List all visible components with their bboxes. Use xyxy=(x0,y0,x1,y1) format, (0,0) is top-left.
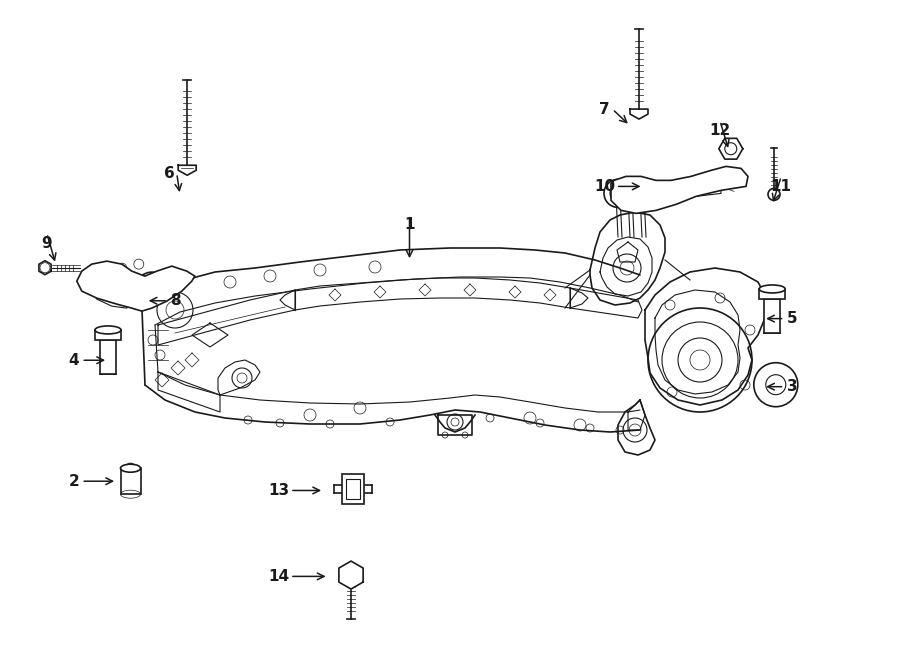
Text: 2: 2 xyxy=(68,474,79,488)
Text: 12: 12 xyxy=(709,124,731,138)
Polygon shape xyxy=(611,167,748,214)
Circle shape xyxy=(754,363,797,407)
Ellipse shape xyxy=(760,285,785,293)
Ellipse shape xyxy=(121,464,140,472)
Bar xyxy=(764,299,780,333)
Text: 7: 7 xyxy=(599,102,610,116)
Bar xyxy=(95,330,121,340)
Text: 9: 9 xyxy=(41,236,52,251)
Text: 13: 13 xyxy=(268,483,290,498)
Text: 14: 14 xyxy=(268,569,290,584)
Text: 10: 10 xyxy=(594,179,616,194)
Bar xyxy=(100,340,116,374)
Text: 5: 5 xyxy=(787,311,797,326)
Bar xyxy=(121,468,140,494)
Polygon shape xyxy=(339,561,363,589)
Bar xyxy=(346,479,360,499)
Text: 4: 4 xyxy=(68,353,79,368)
Text: 8: 8 xyxy=(170,293,181,308)
Ellipse shape xyxy=(95,326,121,334)
Text: 1: 1 xyxy=(404,217,415,232)
Polygon shape xyxy=(76,261,194,311)
Text: 6: 6 xyxy=(164,166,175,180)
Bar xyxy=(342,474,364,504)
Bar xyxy=(760,289,785,299)
Text: 11: 11 xyxy=(770,179,792,194)
Text: 3: 3 xyxy=(787,379,797,394)
